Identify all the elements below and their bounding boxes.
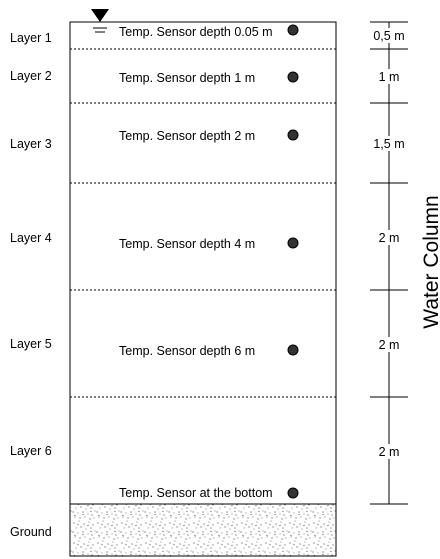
thickness-layer-2: 1 m xyxy=(379,70,400,84)
layer-6-label: Layer 6 xyxy=(10,444,52,458)
layer-5-label: Layer 5 xyxy=(10,337,52,351)
sensor-bottom-label: Temp. Sensor at the bottom xyxy=(119,486,273,500)
sensor-dot-icon xyxy=(287,344,299,356)
sensor-dot-icon xyxy=(287,237,299,249)
sensor-dot-icon xyxy=(287,129,299,141)
water-column-frame xyxy=(69,21,337,505)
layer-1-label: Layer 1 xyxy=(10,31,52,45)
sensor-1-label: Temp. Sensor depth 0.05 m xyxy=(119,25,273,39)
sensor-dot-icon xyxy=(287,24,299,36)
water-surface-triangle-icon xyxy=(91,9,109,22)
thickness-layer-4: 2 m xyxy=(379,231,400,245)
sensor-2-label: Temp. Sensor depth 1 m xyxy=(119,71,255,85)
layer-3-label: Layer 3 xyxy=(10,137,52,151)
water-column-axis-label: Water Column xyxy=(420,195,440,328)
layer-2-label: Layer 2 xyxy=(10,69,52,83)
ground-block xyxy=(69,503,337,557)
layer-4-label: Layer 4 xyxy=(10,231,52,245)
sensor-dot-icon xyxy=(287,487,299,499)
thickness-layer-6: 2 m xyxy=(379,445,400,459)
sensor-4-label: Temp. Sensor depth 4 m xyxy=(119,237,255,251)
thickness-layer-3: 1,5 m xyxy=(373,137,404,151)
sensor-5-label: Temp. Sensor depth 6 m xyxy=(119,344,255,358)
thickness-layer-1: 0,5 m xyxy=(373,29,404,43)
ground-label: Ground xyxy=(10,525,52,539)
sensor-3-label: Temp. Sensor depth 2 m xyxy=(119,129,255,143)
sensor-dot-icon xyxy=(287,71,299,83)
thickness-layer-5: 2 m xyxy=(379,338,400,352)
